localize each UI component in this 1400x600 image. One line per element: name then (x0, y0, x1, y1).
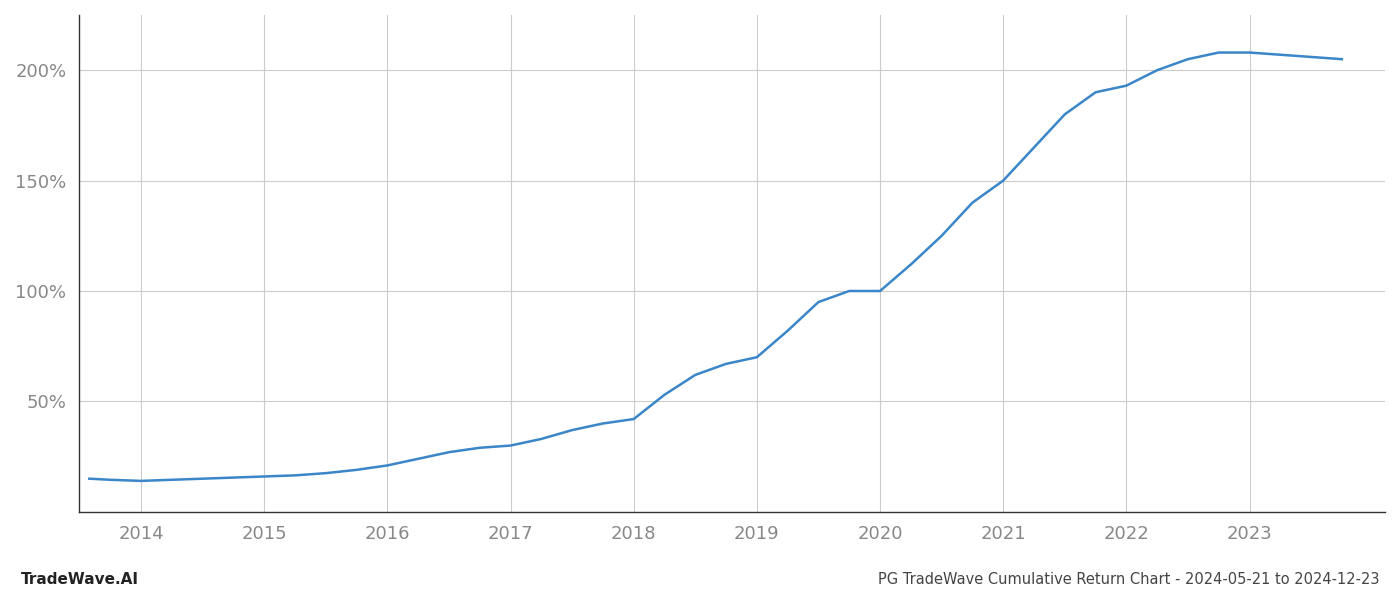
Text: PG TradeWave Cumulative Return Chart - 2024-05-21 to 2024-12-23: PG TradeWave Cumulative Return Chart - 2… (878, 572, 1379, 587)
Text: TradeWave.AI: TradeWave.AI (21, 572, 139, 587)
